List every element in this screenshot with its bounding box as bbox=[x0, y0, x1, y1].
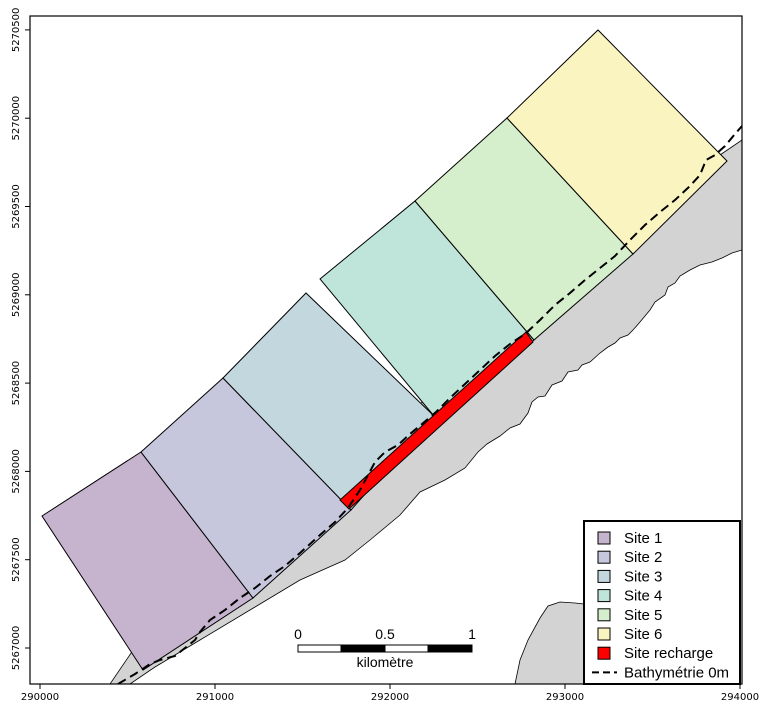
x-tick-label: 291000 bbox=[196, 692, 234, 703]
x-tick-label: 292000 bbox=[371, 692, 409, 703]
y-tick-label: 5269000 bbox=[11, 273, 22, 318]
legend-swatch bbox=[597, 569, 611, 583]
legend-swatch bbox=[597, 589, 611, 603]
plot-frame bbox=[29, 15, 743, 685]
legend-label: Site 4 bbox=[624, 588, 662, 605]
legend-label: Site 3 bbox=[624, 568, 662, 585]
land-area-southeast bbox=[514, 601, 585, 684]
legend-item: Site 4 bbox=[597, 588, 662, 605]
legend-swatch bbox=[597, 550, 611, 564]
legend-label: Site 1 bbox=[624, 530, 662, 547]
legend-item: Site 6 bbox=[597, 626, 662, 643]
legend-item: Site 1 bbox=[597, 530, 662, 547]
site-recharge-polygon bbox=[339, 331, 534, 510]
y-tick-label: 5268000 bbox=[11, 449, 22, 494]
x-tick-label: 290000 bbox=[21, 692, 59, 703]
legend-label: Bathymétrie 0m bbox=[624, 664, 729, 681]
y-tick-label: 5267000 bbox=[11, 626, 22, 671]
legend-swatch bbox=[597, 608, 611, 622]
scale-unit-label: kilomètre bbox=[357, 654, 414, 670]
y-tick-label: 5270000 bbox=[11, 96, 22, 141]
legend-label: Site 6 bbox=[624, 626, 662, 643]
legend-item: Site recharge bbox=[597, 645, 713, 662]
y-tick-label: 5269500 bbox=[11, 184, 22, 229]
legend-item: Site 2 bbox=[597, 549, 662, 566]
map-layers bbox=[41, 29, 742, 684]
y-tick-label: 5268500 bbox=[11, 361, 22, 406]
x-tick-label: 294000 bbox=[721, 692, 759, 703]
legend-swatch bbox=[597, 531, 611, 545]
scale-tick-0-5: 0.5 bbox=[375, 626, 395, 642]
legend-swatch bbox=[597, 646, 611, 660]
legend-item: Site 5 bbox=[597, 607, 662, 624]
legend: Site 1 Site 2 Site 3 Site 4 Site 5 Site 6 Site… bbox=[583, 520, 741, 685]
legend-swatch bbox=[597, 627, 611, 641]
x-tick-label: 293000 bbox=[546, 692, 584, 703]
scale-bar: 0 0.5 1 kilomètre bbox=[294, 626, 476, 670]
bathymetry-0m-line bbox=[117, 125, 742, 684]
legend-item: Bathymétrie 0m bbox=[592, 664, 729, 681]
scale-tick-1: 1 bbox=[468, 626, 476, 642]
legend-item: Site 3 bbox=[597, 568, 662, 585]
y-axis: 5267000 5267500 5268000 5268500 5269000 52695… bbox=[11, 8, 30, 671]
x-axis: 290000 291000 292000 293000 294000 bbox=[21, 684, 759, 703]
legend-label: Site recharge bbox=[624, 645, 713, 662]
legend-box bbox=[583, 520, 741, 685]
legend-label: Site 5 bbox=[624, 607, 662, 624]
y-tick-label: 5267500 bbox=[11, 537, 22, 582]
scale-tick-0: 0 bbox=[294, 626, 302, 642]
legend-label: Site 2 bbox=[624, 549, 662, 566]
site-6-polygon bbox=[506, 29, 728, 255]
y-tick-label: 5270500 bbox=[11, 8, 22, 53]
